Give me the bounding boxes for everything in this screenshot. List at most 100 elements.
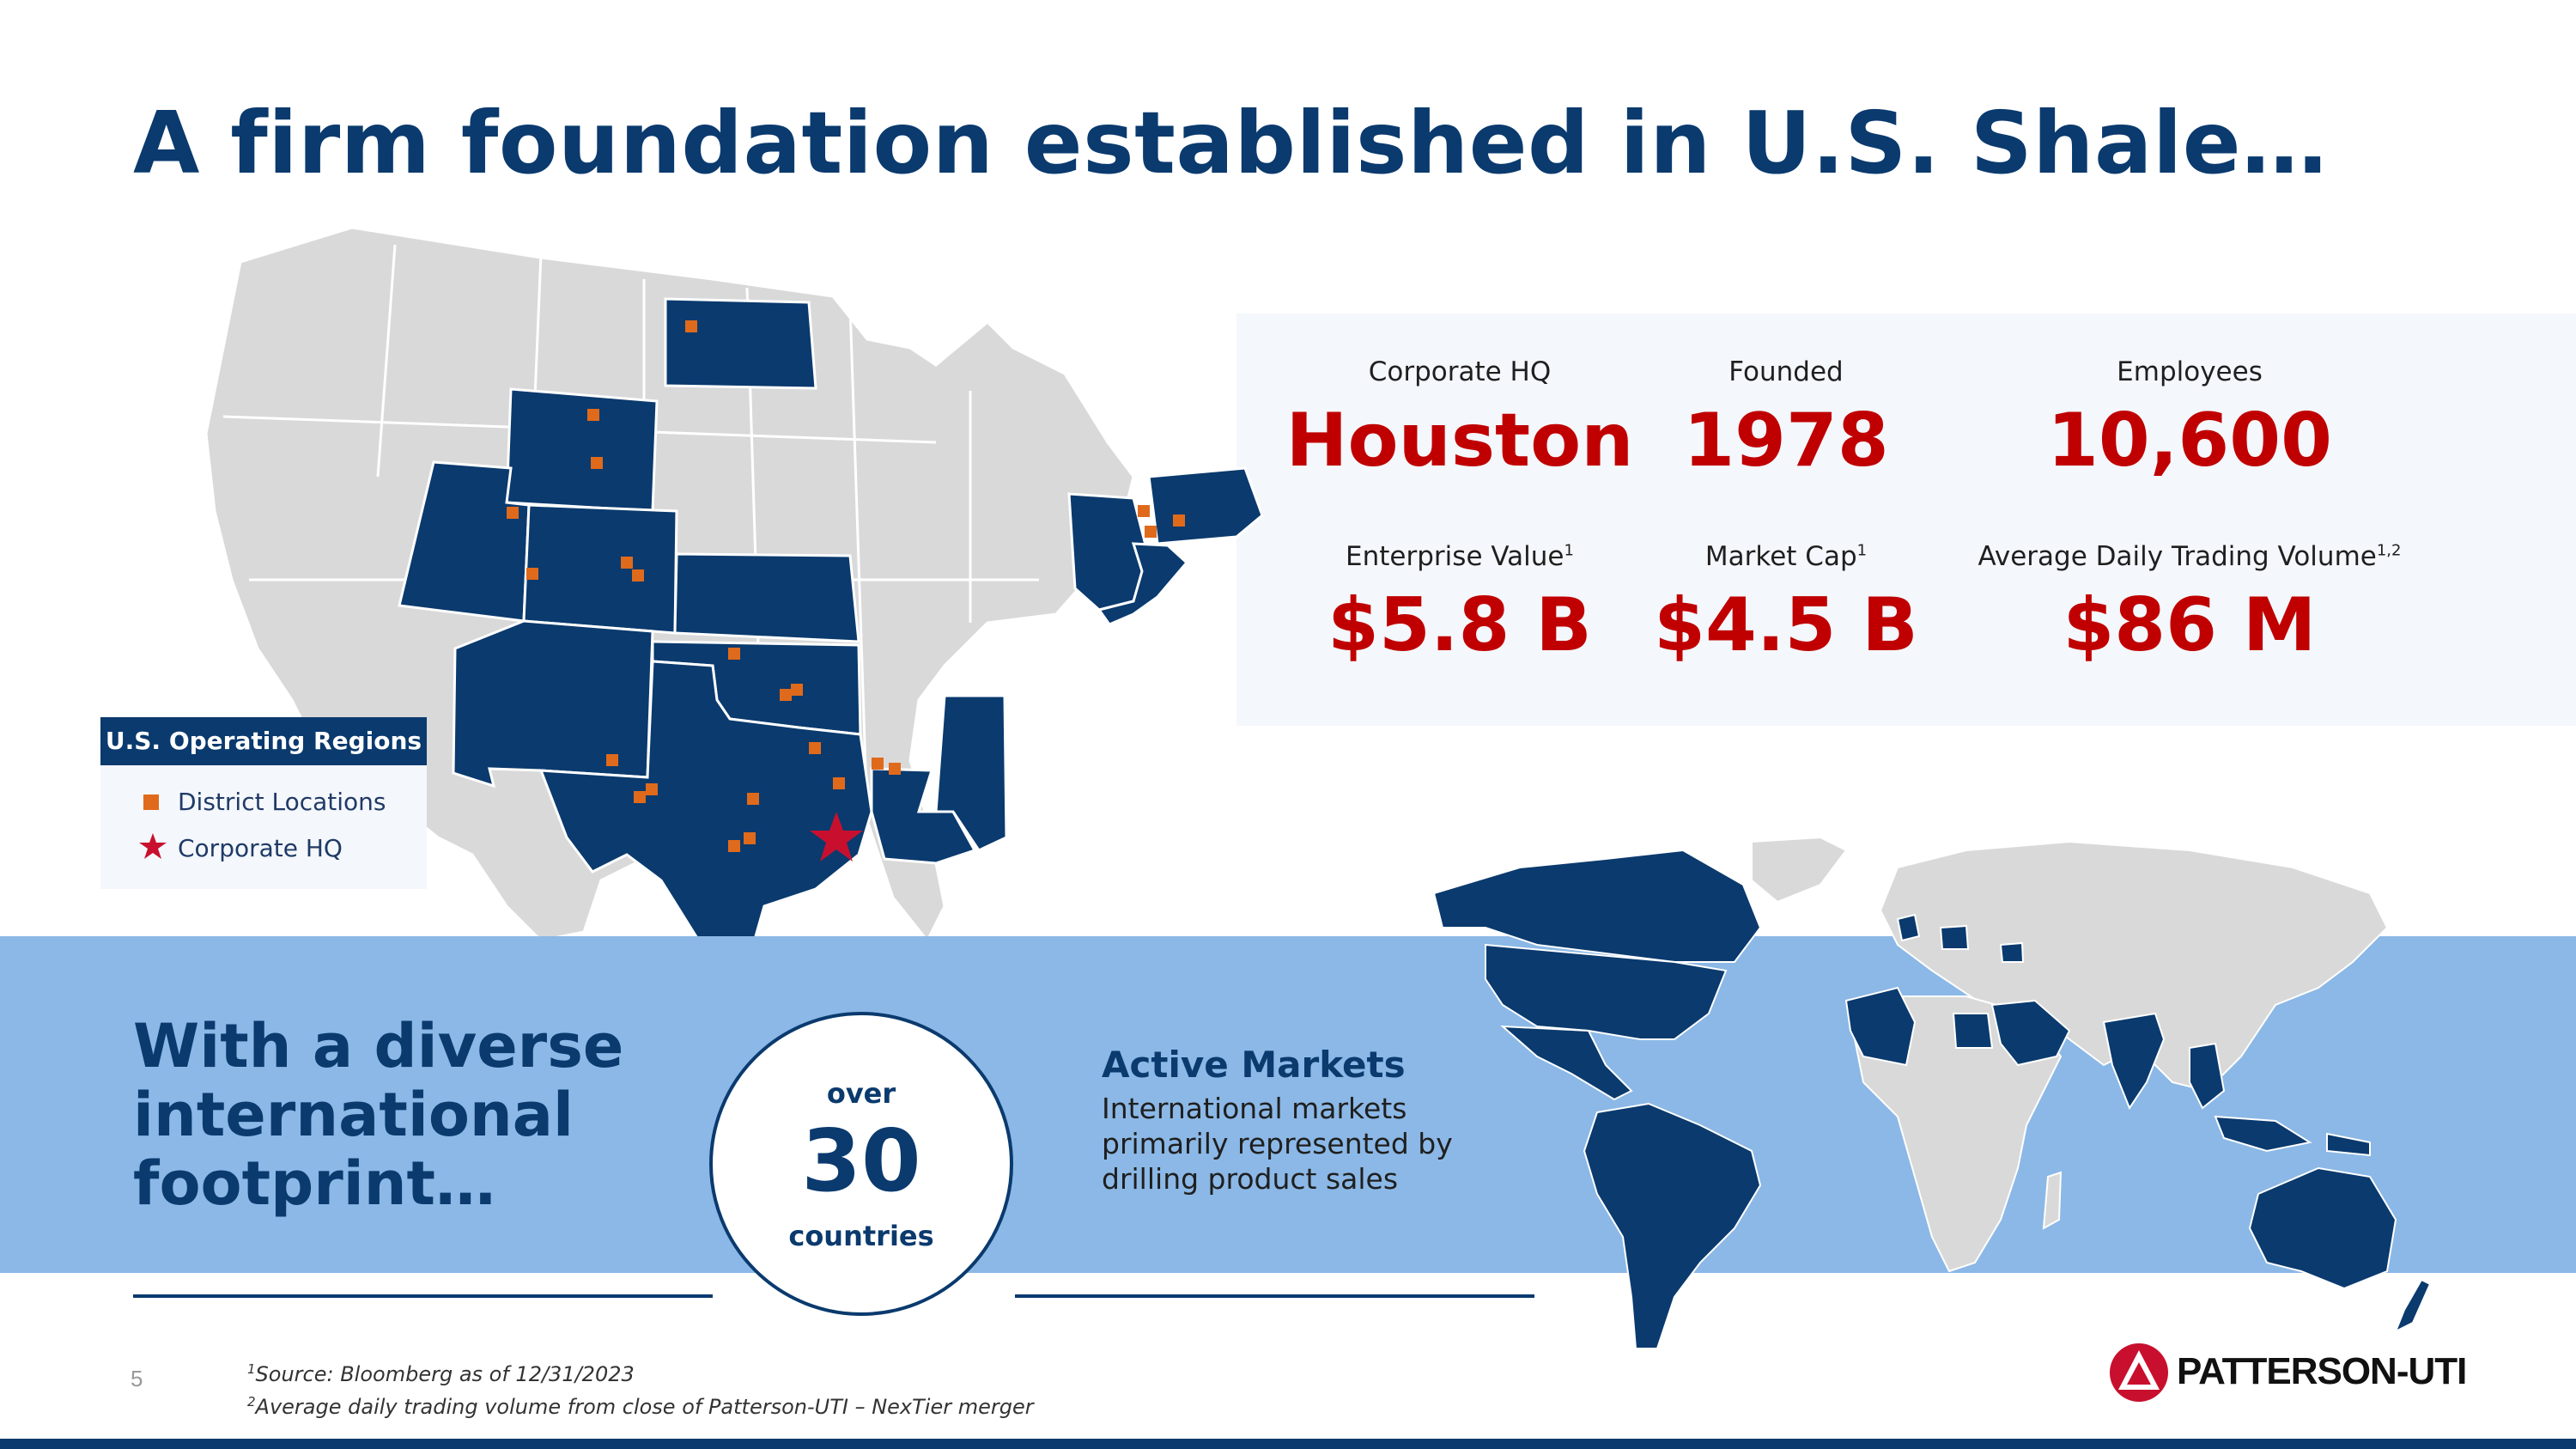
market-se-asia — [2189, 1042, 2226, 1110]
stats-panel: Corporate HQ Houston Founded 1978 Employ… — [1236, 314, 2576, 726]
market-new-zealand — [2394, 1278, 2432, 1334]
district-marker — [780, 689, 792, 701]
stat-value: 1978 — [1683, 398, 1889, 484]
footnotes: 1Source: Bloomberg as of 12/31/2023 2Ave… — [247, 1355, 1034, 1421]
footnote-2: 2Average daily trading volume from close… — [247, 1388, 1034, 1421]
region-texas — [538, 660, 873, 958]
world-map — [1432, 836, 2432, 1349]
district-marker — [587, 409, 599, 421]
district-marker — [591, 457, 603, 469]
market-south-america — [1583, 1102, 1762, 1349]
district-marker — [646, 783, 658, 795]
active-markets — [1432, 849, 2432, 1349]
market-png — [2326, 1132, 2371, 1157]
market-north-america-north — [1432, 849, 1762, 963]
bottom-bar — [0, 1439, 2576, 1449]
market-australia — [2248, 1166, 2397, 1290]
stat-value: Houston — [1285, 398, 1634, 484]
count-suffix: countries — [788, 1220, 934, 1252]
stat-value: $5.8 B — [1327, 582, 1592, 668]
district-marker — [632, 569, 644, 581]
footnote-marker: 2 — [247, 1394, 256, 1409]
legend-item-district: District Locations — [143, 788, 386, 816]
page-number: 5 — [131, 1366, 143, 1391]
footnote-marker: 1 — [247, 1361, 256, 1377]
active-markets-title: Active Markets — [1102, 1044, 1406, 1086]
region-colorado — [522, 503, 678, 635]
district-marker — [833, 777, 845, 789]
stat-label: Market Cap — [1704, 541, 1857, 572]
stat-trading-volume: Average Daily Trading Volume1,2 $86 M — [1966, 541, 2413, 668]
market-indonesia — [2214, 1115, 2312, 1153]
international-heading: With a diverse international footprint… — [133, 1012, 648, 1218]
stat-value: 10,600 — [2047, 398, 2332, 484]
stat-label: Employees — [2117, 356, 2263, 387]
footnote-text: Source: Bloomberg as of 12/31/2023 — [255, 1362, 635, 1386]
count-number: 30 — [801, 1111, 921, 1211]
active-markets-description: International markets primarily represen… — [1102, 1092, 1453, 1196]
stat-enterprise-value: Enterprise Value1 $5.8 B — [1236, 541, 1683, 668]
stat-label: Enterprise Value — [1346, 541, 1564, 572]
market-usa — [1485, 943, 1728, 1040]
stat-founded: Founded 1978 — [1589, 356, 1984, 484]
district-marker — [1138, 505, 1150, 517]
map-legend: U.S. Operating Regions District Location… — [100, 717, 427, 889]
page-title: A firm foundation established in U.S. Sh… — [133, 93, 2328, 193]
region-north-dakota — [664, 297, 817, 390]
district-markers — [507, 320, 1185, 852]
district-marker — [872, 758, 884, 770]
market-mexico — [1500, 1025, 1633, 1101]
stat-label: Founded — [1728, 356, 1844, 387]
stat-market-cap: Market Cap1 $4.5 B — [1589, 541, 1984, 668]
district-marker — [507, 507, 519, 519]
legend-item-hq: Corporate HQ — [139, 832, 343, 862]
footnote-marker: 1,2 — [2376, 541, 2402, 560]
district-marker — [1173, 514, 1185, 527]
legend-label: District Locations — [178, 788, 386, 816]
stat-label: Average Daily Trading Volume — [1978, 541, 2377, 572]
stat-value: $4.5 B — [1654, 582, 1918, 668]
count-prefix: over — [826, 1077, 896, 1110]
operating-regions — [398, 297, 1264, 958]
market-algeria — [1844, 986, 1917, 1067]
logo-mark-icon — [2110, 1343, 2168, 1402]
divider-line — [1015, 1294, 1534, 1298]
district-marker — [809, 742, 821, 754]
district-marker — [1145, 526, 1157, 538]
footnote-marker: 1 — [1564, 541, 1574, 560]
hq-star-icon — [810, 812, 863, 861]
stat-value: $86 M — [2063, 582, 2317, 668]
region-kansas — [673, 552, 860, 643]
district-marker — [744, 832, 756, 844]
legend-label: Corporate HQ — [178, 834, 343, 862]
footnote-1: 1Source: Bloomberg as of 12/31/2023 — [247, 1355, 1034, 1388]
market-india — [2102, 1012, 2166, 1111]
square-icon — [143, 795, 159, 810]
stat-label: Corporate HQ — [1368, 356, 1552, 387]
district-marker — [791, 684, 803, 696]
market-egypt — [1952, 1013, 1994, 1049]
district-marker — [889, 763, 901, 775]
legend-title: U.S. Operating Regions — [100, 717, 427, 765]
region-new-mexico — [452, 619, 654, 788]
region-louisiana — [870, 767, 977, 865]
district-marker — [728, 840, 740, 852]
region-west-virginia — [1097, 542, 1189, 626]
stat-employees: Employees 10,600 — [1966, 356, 2413, 484]
region-wyoming — [505, 387, 659, 513]
district-marker — [606, 754, 618, 766]
company-logo: PATTERSON-UTI — [2108, 1342, 2467, 1403]
footnote-marker: 1 — [1856, 541, 1868, 560]
district-marker — [728, 648, 740, 660]
district-marker — [634, 791, 646, 803]
star-icon — [139, 833, 167, 859]
market-europe — [1896, 913, 1921, 942]
district-marker — [526, 568, 538, 580]
region-pennsylvania — [1147, 466, 1264, 545]
district-marker — [621, 557, 633, 569]
footnote-text: Average daily trading volume from close … — [255, 1395, 1034, 1419]
market-europe — [1939, 924, 1970, 950]
market-europe — [1999, 941, 2025, 963]
district-marker — [685, 320, 697, 332]
us-map — [204, 226, 1264, 958]
